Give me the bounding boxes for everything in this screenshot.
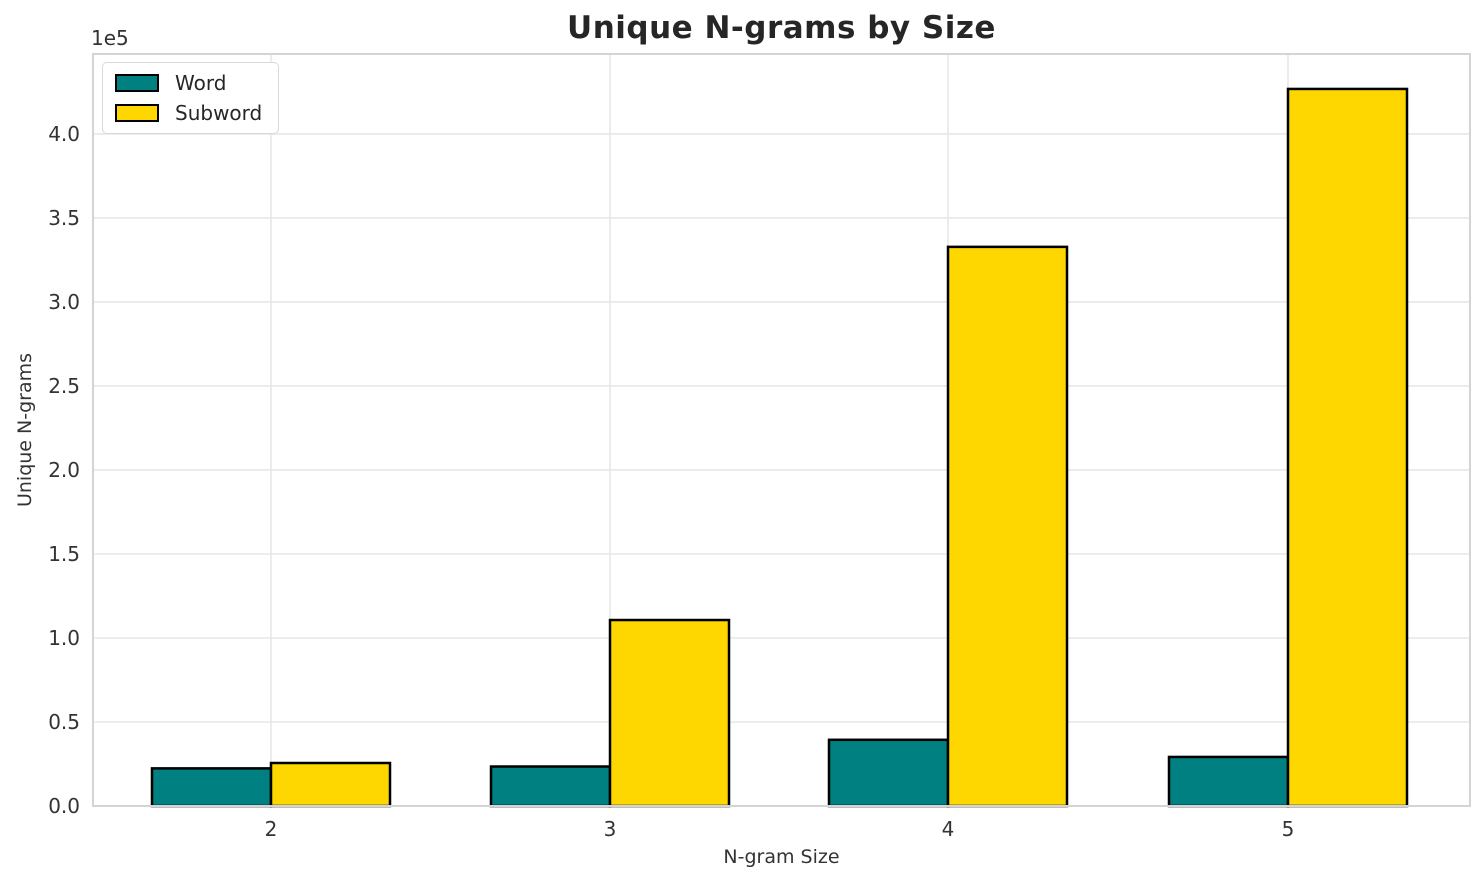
y-tick-label: 4.0 (48, 122, 80, 146)
y-tick-label: 2.5 (48, 374, 80, 398)
bar-subword-2 (269, 761, 392, 808)
legend-item-word: Word (115, 73, 262, 93)
y-tick-label: 1.5 (48, 542, 80, 566)
y-tick-label: 2.0 (48, 458, 80, 482)
bar-subword-4 (946, 245, 1069, 808)
y-axis-offset-label: 1e5 (91, 26, 129, 50)
x-tick-label: 4 (942, 817, 955, 841)
x-tick-label: 3 (604, 817, 617, 841)
legend: Word Subword (102, 62, 280, 134)
x-tick-label: 5 (1282, 817, 1295, 841)
bar-word-2 (150, 767, 273, 808)
y-tick-label: 3.0 (48, 290, 80, 314)
legend-swatch-subword-icon (115, 104, 159, 122)
bar-subword-3 (608, 618, 731, 808)
bar-word-3 (489, 765, 612, 808)
y-tick-label: 0.5 (48, 710, 80, 734)
bar-word-5 (1167, 755, 1290, 808)
y-tick-label: 0.0 (48, 794, 80, 818)
y-tick-label: 1.0 (48, 626, 80, 650)
bar-subword-5 (1286, 87, 1409, 808)
legend-swatch-word-icon (115, 74, 159, 92)
plot-border (92, 53, 1471, 807)
y-tick-label: 3.5 (48, 206, 80, 230)
legend-item-subword: Subword (115, 103, 262, 123)
chart-title: Unique N-grams by Size (567, 10, 996, 46)
legend-label-subword: Subword (175, 101, 263, 125)
x-tick-label: 2 (265, 817, 278, 841)
legend-label-word: Word (175, 71, 227, 95)
x-axis-label: N-gram Size (723, 846, 840, 868)
bar-word-4 (827, 738, 950, 808)
